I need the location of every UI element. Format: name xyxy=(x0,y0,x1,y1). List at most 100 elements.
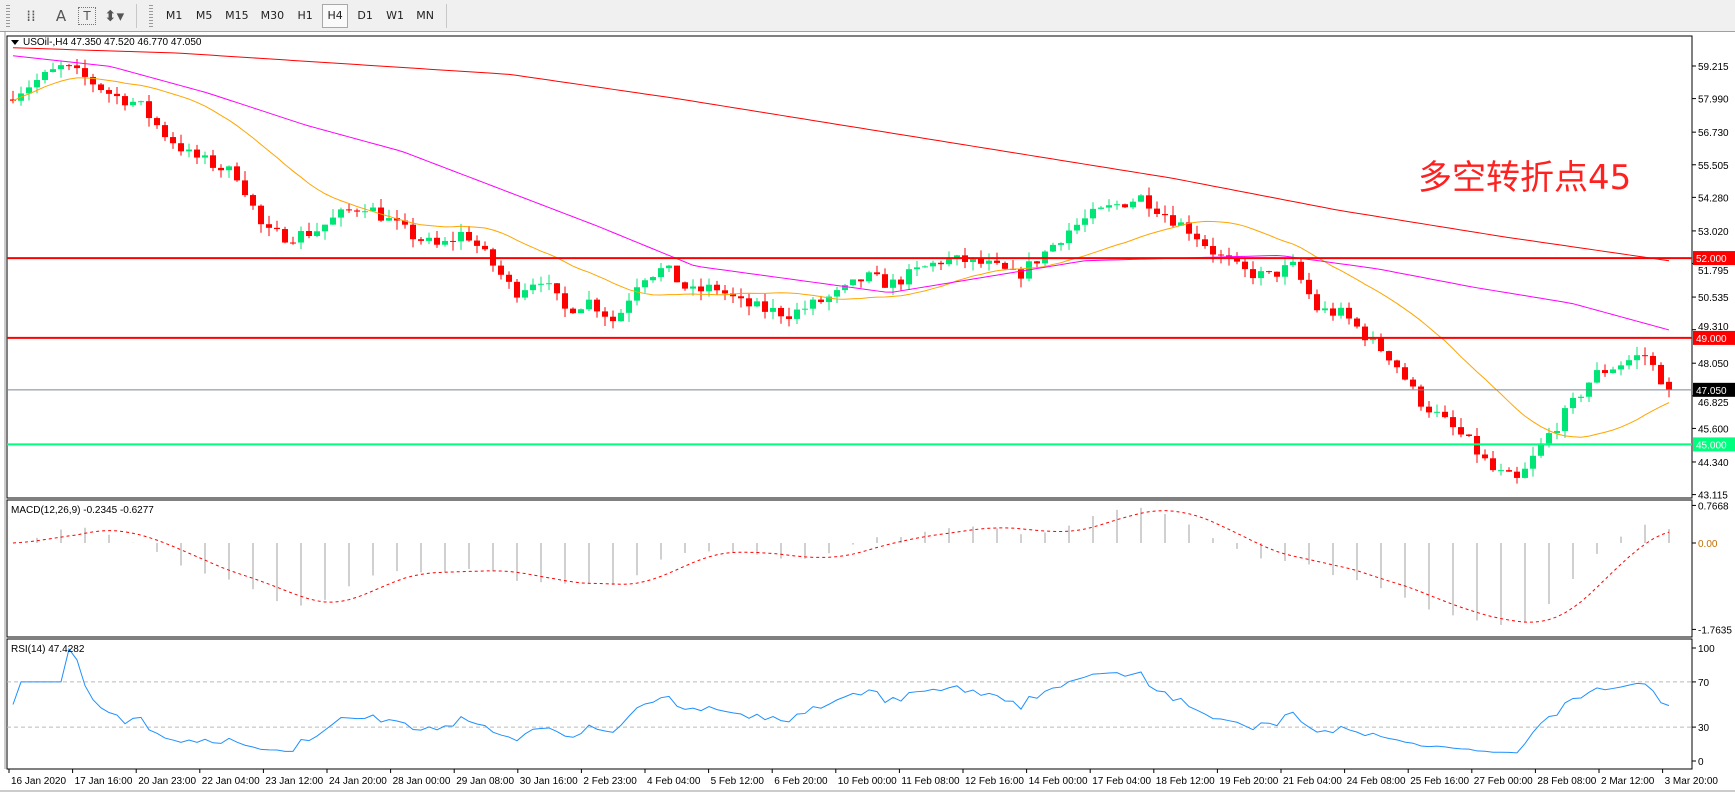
candle xyxy=(882,268,888,288)
toolbar-grip[interactable] xyxy=(6,4,10,27)
candle xyxy=(298,226,304,249)
candle xyxy=(1426,400,1432,418)
candle-body xyxy=(586,299,592,310)
price-tick-label: 56.730 xyxy=(1698,128,1729,139)
candle xyxy=(1330,302,1336,321)
candle-body xyxy=(1498,470,1504,472)
candle xyxy=(1314,289,1320,313)
candle xyxy=(762,293,768,319)
moving-average-mid-line xyxy=(12,55,1670,331)
candle-body xyxy=(1210,246,1216,255)
candle-body xyxy=(1178,222,1184,226)
time-tick-label: 24 Feb 08:00 xyxy=(1347,776,1406,787)
candle xyxy=(530,278,536,295)
price-tick-label: 49.310 xyxy=(1698,322,1729,333)
candle-body xyxy=(1018,269,1024,279)
candle-body xyxy=(338,209,344,218)
candle-body xyxy=(1258,271,1264,279)
candle xyxy=(586,290,592,312)
candle xyxy=(682,281,688,291)
timeframe-mn-button[interactable]: MN xyxy=(416,9,434,22)
candle-body xyxy=(802,308,808,310)
timeframe-m1-button[interactable]: M1 xyxy=(165,9,183,22)
candle xyxy=(1506,467,1512,472)
candle-body xyxy=(1138,195,1144,202)
candle-body xyxy=(1074,224,1080,231)
rsi-tick-label: 100 xyxy=(1698,644,1715,655)
candle xyxy=(522,283,528,301)
candle xyxy=(1402,362,1408,381)
toolbar-grip[interactable] xyxy=(149,4,154,27)
candle-body xyxy=(122,96,128,106)
candle xyxy=(178,134,184,156)
candle xyxy=(474,235,480,254)
timeframe-d1-button[interactable]: D1 xyxy=(357,9,373,22)
candles xyxy=(10,58,1672,484)
candle-body xyxy=(1466,434,1472,437)
timeframe-m30-button[interactable]: M30 xyxy=(260,9,285,22)
candle xyxy=(650,276,656,283)
candle xyxy=(898,276,904,292)
candle xyxy=(1242,258,1248,278)
candle-body xyxy=(866,272,872,282)
candle xyxy=(1146,187,1152,217)
candle-body xyxy=(850,279,856,286)
timeframe-h1-button[interactable]: H1 xyxy=(297,9,313,22)
candle xyxy=(770,299,776,320)
candle xyxy=(210,149,216,172)
candle-body xyxy=(1450,417,1456,428)
candle-body xyxy=(594,299,600,312)
candle-body xyxy=(114,93,120,97)
candle-body xyxy=(642,280,648,288)
timeframe-m15-button[interactable]: M15 xyxy=(225,9,249,22)
candle-body xyxy=(386,218,392,221)
candle-body xyxy=(402,220,408,225)
candle xyxy=(754,298,760,308)
candle xyxy=(514,279,520,303)
main-chart-pane xyxy=(6,35,1693,499)
candle-body xyxy=(570,308,576,314)
text-label-tool-icon[interactable]: T xyxy=(78,6,96,25)
timeframe-m5-button[interactable]: M5 xyxy=(195,9,213,22)
candle xyxy=(1194,225,1200,247)
candle-body xyxy=(994,260,1000,263)
text-tool-icon[interactable]: A xyxy=(55,6,67,25)
candle-body xyxy=(1602,370,1608,373)
candle-body xyxy=(1290,261,1296,266)
grid-properties-icon[interactable]: ⁞⁞ xyxy=(26,6,36,25)
candle xyxy=(146,95,152,127)
candle-body xyxy=(1154,208,1160,214)
candle xyxy=(1386,350,1392,365)
candle xyxy=(266,215,272,237)
price-tick-label: 53.020 xyxy=(1698,227,1729,238)
candle-body xyxy=(1250,269,1256,279)
price-tick-label: 45.600 xyxy=(1698,424,1729,435)
candle xyxy=(106,87,112,103)
candle xyxy=(498,260,504,280)
candle xyxy=(202,151,208,165)
candle xyxy=(1066,222,1072,250)
candle xyxy=(594,297,600,318)
candle-body xyxy=(50,69,56,73)
candle xyxy=(858,279,864,288)
candle xyxy=(1178,218,1184,226)
timeframe-h4-button[interactable]: H4 xyxy=(322,3,349,28)
candle xyxy=(1602,364,1608,377)
candle xyxy=(658,262,664,282)
candle xyxy=(1554,422,1560,440)
candle-body xyxy=(890,279,896,288)
macd-tick-label: 0.00 xyxy=(1698,539,1718,550)
timeframe-w1-button[interactable]: W1 xyxy=(386,9,405,22)
candle xyxy=(698,278,704,301)
candle-body xyxy=(706,284,712,292)
time-tick-label: 2 Feb 23:00 xyxy=(583,776,637,787)
candle-body xyxy=(682,282,688,289)
arrows-tool-icon[interactable]: ⬍▾ xyxy=(104,6,125,25)
candle xyxy=(538,276,544,293)
candle-body xyxy=(1066,230,1072,244)
candle xyxy=(322,224,328,240)
chart-window[interactable]: 59.215 57.990 56.730 55.505 54.280 53.020 51.7… xyxy=(0,31,1735,792)
candle-body xyxy=(946,259,952,265)
candle xyxy=(578,308,584,314)
candle xyxy=(354,208,360,217)
